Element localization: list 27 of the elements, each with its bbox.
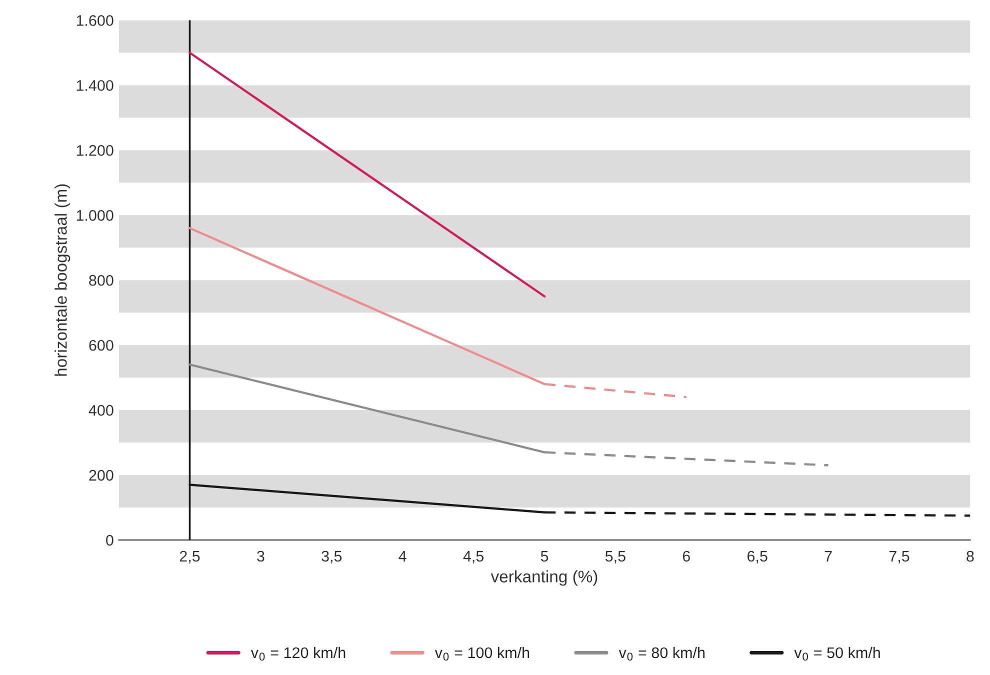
- y-tick-label: 200: [89, 470, 114, 481]
- x-tick-label: 5: [540, 550, 548, 562]
- x-tick-label: 5,5: [605, 550, 626, 564]
- x-tick-label: 7: [824, 550, 832, 562]
- x-tick-label: 4: [398, 550, 406, 562]
- x-tick-label: 6: [682, 550, 690, 562]
- legend-label: v$_{0}$ = 80 km/h: [618, 646, 705, 661]
- y-tick-label: 1.400: [76, 80, 114, 91]
- legend-label: v$_{0}$ = 120 km/h: [250, 646, 346, 661]
- y-axis-title: horizontale boogstraal (m): [54, 184, 70, 376]
- legend-label: v$_{0}$ = 50 km/h: [794, 646, 880, 661]
- x-axis-title: verkanting (%): [490, 570, 598, 586]
- x-tick-label: 2,5: [180, 550, 200, 564]
- x-tick-label: 4,5: [463, 550, 484, 564]
- y-tick-label: 1.600: [76, 15, 114, 26]
- x-tick-label: 3,5: [322, 550, 342, 564]
- y-tick-label: 1.200: [76, 145, 114, 156]
- legend-label: v$_{0}$ = 100 km/h: [434, 646, 530, 661]
- y-tick-label: 600: [89, 340, 114, 351]
- x-tick-label: 6,5: [748, 550, 768, 564]
- y-tick-label: 0: [106, 534, 114, 546]
- x-tick-label: 7,5: [889, 550, 910, 564]
- y-tick-label: 800: [89, 274, 114, 286]
- x-tick-label: 3: [257, 550, 264, 562]
- y-tick-label: 400: [88, 404, 114, 416]
- y-tick-label: 1.000: [76, 210, 114, 221]
- x-tick-label: 8: [966, 550, 974, 562]
